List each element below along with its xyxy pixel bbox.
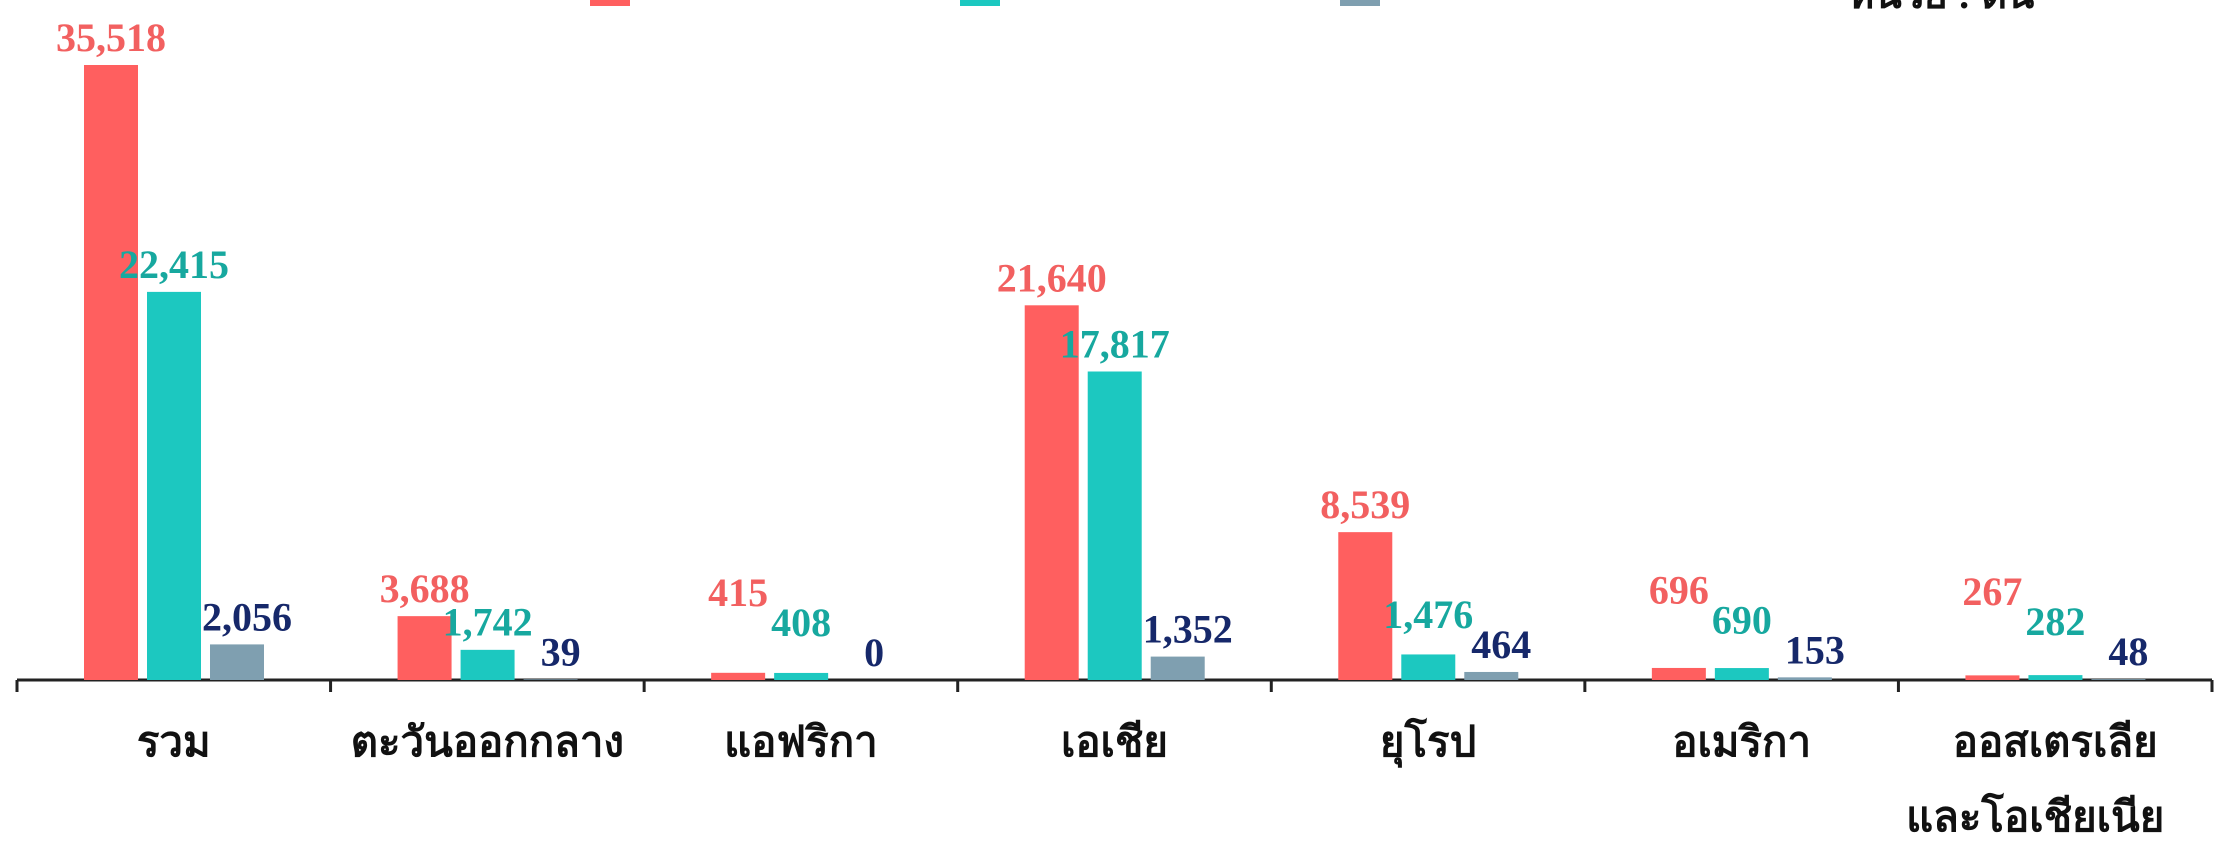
bar bbox=[774, 672, 829, 680]
value-label: 1,742 bbox=[443, 599, 533, 644]
value-label: 21,640 bbox=[997, 255, 1107, 300]
bar bbox=[1087, 371, 1142, 680]
legend-swatch bbox=[590, 0, 630, 6]
x-tick-label: เอเชีย bbox=[1061, 719, 1168, 766]
bar bbox=[397, 616, 452, 680]
value-label: 153 bbox=[1785, 627, 1845, 672]
x-tick-label: ตะวันออกกลาง bbox=[351, 720, 624, 766]
label-line: ออสเตรเลีย bbox=[1953, 719, 2158, 766]
bar bbox=[460, 649, 515, 680]
bar bbox=[210, 644, 264, 680]
value-label: 3,688 bbox=[380, 566, 470, 611]
bar bbox=[1965, 675, 2020, 680]
bar bbox=[711, 672, 766, 680]
legend-swatch bbox=[960, 0, 1000, 6]
value-label: 696 bbox=[1649, 567, 1709, 612]
value-label: 415 bbox=[708, 570, 768, 615]
x-tick-label: ออสเตรเลียและโอเชียเนีย bbox=[1906, 719, 2164, 841]
value-label: 39 bbox=[541, 629, 581, 674]
value-label: 267 bbox=[1962, 569, 2022, 614]
x-tick-label: แอฟริกา bbox=[724, 720, 878, 766]
value-label: 22,415 bbox=[119, 242, 229, 287]
value-label: 8,539 bbox=[1320, 482, 1410, 527]
label-line: และโอเชียเนีย bbox=[1906, 792, 2164, 841]
bar bbox=[2028, 675, 2083, 680]
value-label: 282 bbox=[2025, 599, 2085, 644]
unit-note: หน่วย : ตัน bbox=[1848, 0, 2034, 17]
bar bbox=[2091, 679, 2146, 680]
x-tick-label: อเมริกา bbox=[1672, 720, 1811, 766]
value-label: 17,817 bbox=[1060, 321, 1170, 366]
x-tick-label: รวม bbox=[137, 720, 211, 766]
value-label: 1,352 bbox=[1143, 607, 1233, 652]
value-label: 0 bbox=[864, 630, 884, 675]
value-label: 2,056 bbox=[202, 594, 292, 639]
bar bbox=[1714, 668, 1769, 680]
value-label: 464 bbox=[1471, 622, 1531, 667]
bar bbox=[1777, 677, 1832, 680]
value-label: 408 bbox=[771, 600, 831, 645]
bar bbox=[1651, 667, 1706, 680]
x-tick-label: ยุโรป bbox=[1380, 717, 1476, 768]
bar bbox=[1338, 532, 1393, 680]
bar bbox=[1464, 671, 1519, 680]
bar bbox=[147, 291, 201, 680]
bar bbox=[1024, 305, 1079, 680]
bar bbox=[84, 65, 138, 680]
bar bbox=[523, 679, 578, 680]
value-label: 690 bbox=[1712, 597, 1772, 642]
bar bbox=[1150, 656, 1205, 680]
value-label: 1,476 bbox=[1383, 592, 1473, 637]
legend-swatch bbox=[1340, 0, 1380, 6]
value-label: 35,518 bbox=[56, 15, 166, 60]
value-label: 48 bbox=[2108, 629, 2148, 674]
bar bbox=[1401, 654, 1456, 680]
